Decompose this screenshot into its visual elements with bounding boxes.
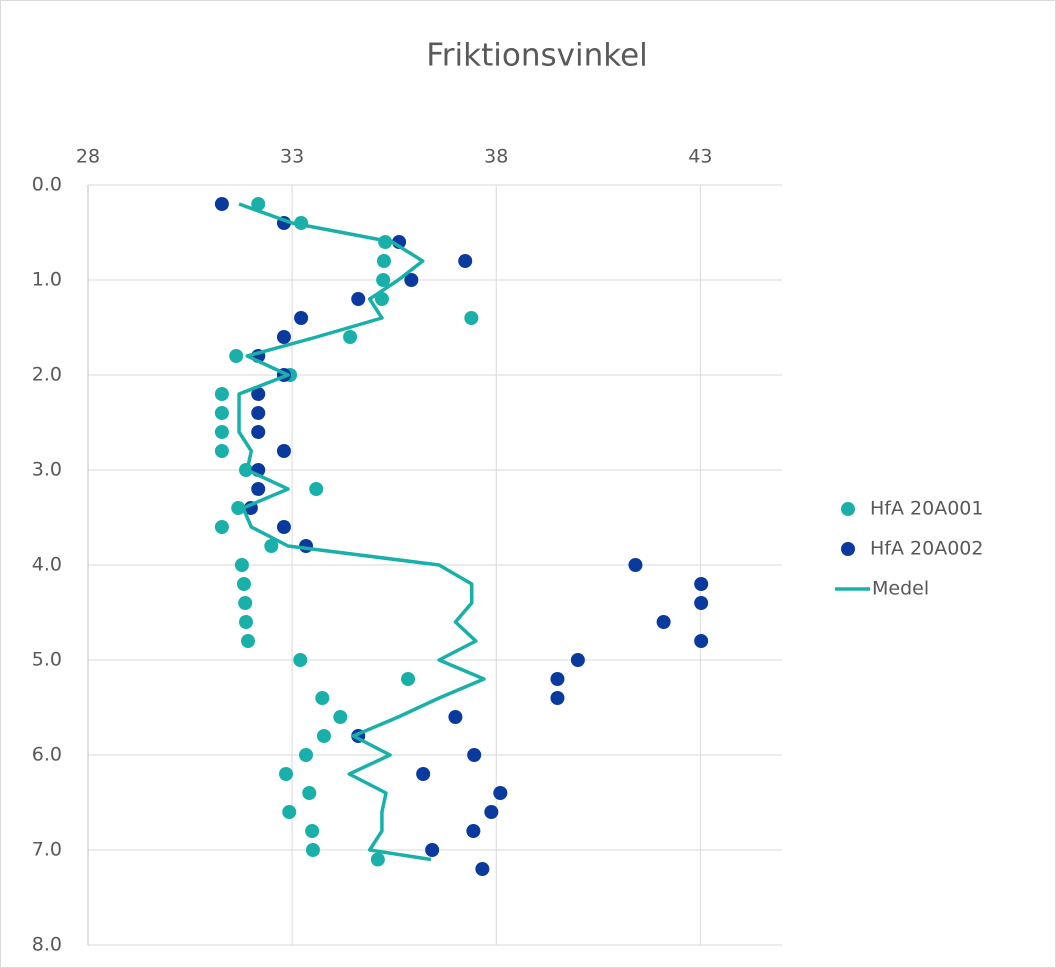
point xyxy=(214,520,229,534)
x-tick-label: 38 xyxy=(484,146,508,168)
point xyxy=(351,292,366,306)
y-tick-label: 7.0 xyxy=(32,839,62,861)
point xyxy=(493,786,508,800)
x-tick-label: 43 xyxy=(688,146,712,168)
point xyxy=(305,843,320,857)
point xyxy=(241,634,256,648)
y-tick-label: 2.0 xyxy=(32,364,62,386)
point xyxy=(694,577,709,591)
point xyxy=(231,501,246,515)
point xyxy=(251,482,266,496)
y-tick-label: 5.0 xyxy=(32,649,62,671)
point xyxy=(251,406,266,420)
point xyxy=(475,862,490,876)
point xyxy=(458,254,473,268)
point xyxy=(214,425,229,439)
legend-swatch xyxy=(841,502,855,516)
point xyxy=(276,444,291,458)
point xyxy=(315,691,330,705)
legend-label: HfA 20A001 xyxy=(870,498,983,520)
point xyxy=(276,330,291,344)
point xyxy=(251,197,266,211)
y-tick-label: 3.0 xyxy=(32,459,62,481)
x-tick-label: 33 xyxy=(280,146,304,168)
point xyxy=(570,653,585,667)
point xyxy=(278,767,293,781)
point xyxy=(694,634,709,648)
point xyxy=(251,387,266,401)
mean-line xyxy=(237,202,486,862)
point xyxy=(276,520,291,534)
point xyxy=(238,615,253,629)
point xyxy=(484,805,499,819)
point xyxy=(416,767,431,781)
point xyxy=(656,615,671,629)
point xyxy=(264,539,279,553)
legend-label: HfA 20A002 xyxy=(870,538,983,560)
point xyxy=(464,311,479,325)
point xyxy=(628,558,643,572)
point xyxy=(333,710,348,724)
y-tick-label: 6.0 xyxy=(32,744,62,766)
point xyxy=(214,197,229,211)
point xyxy=(238,596,253,610)
point xyxy=(343,330,358,344)
point xyxy=(550,672,565,686)
point xyxy=(694,596,709,610)
point xyxy=(550,691,565,705)
point xyxy=(294,311,309,325)
point xyxy=(229,349,244,363)
legend-label: Medel xyxy=(872,578,929,600)
point xyxy=(374,292,389,306)
point xyxy=(404,273,419,287)
point xyxy=(214,444,229,458)
point xyxy=(401,672,416,686)
point xyxy=(309,482,324,496)
point xyxy=(214,387,229,401)
point xyxy=(466,824,481,838)
point xyxy=(293,653,308,667)
point xyxy=(370,852,385,867)
y-tick-label: 0.0 xyxy=(32,174,62,196)
point xyxy=(376,273,391,287)
y-tick-label: 4.0 xyxy=(32,554,62,576)
point xyxy=(448,710,463,724)
point xyxy=(251,425,266,439)
point xyxy=(316,729,331,743)
point xyxy=(376,254,391,268)
x-tick-label: 28 xyxy=(76,146,100,168)
point xyxy=(236,577,251,591)
point xyxy=(234,558,249,572)
point xyxy=(302,786,317,800)
point xyxy=(305,824,320,838)
point xyxy=(467,748,482,762)
y-tick-label: 1.0 xyxy=(32,269,62,291)
point xyxy=(282,805,297,819)
chart-title: Friktionsvinkel xyxy=(426,38,648,74)
point xyxy=(214,406,229,420)
point xyxy=(425,843,440,857)
point xyxy=(298,748,313,762)
y-tick-label: 8.0 xyxy=(32,934,62,956)
legend-swatch xyxy=(841,542,855,556)
